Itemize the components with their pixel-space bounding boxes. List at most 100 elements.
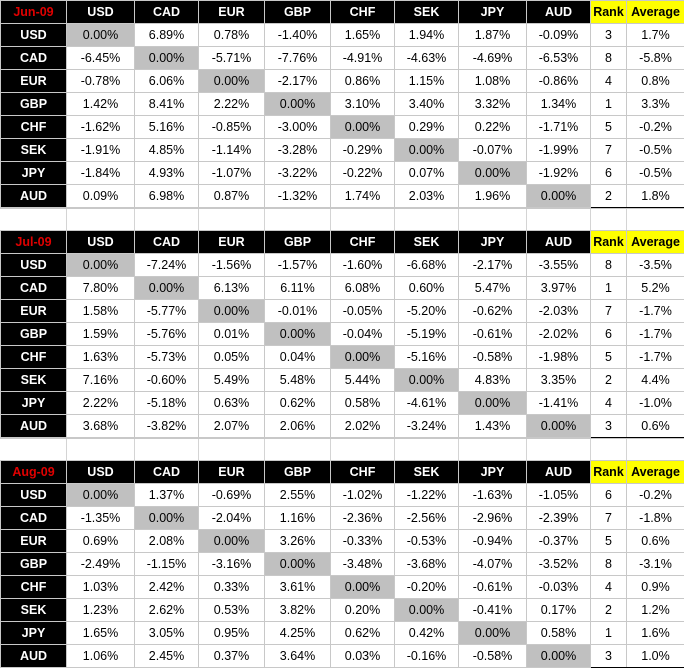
cell[interactable]: 5.47% xyxy=(458,276,527,300)
rank-cell[interactable]: 7 xyxy=(590,506,627,530)
cell[interactable]: 6.11% xyxy=(264,276,331,300)
cell[interactable]: 7.16% xyxy=(66,368,135,392)
cell[interactable]: 2.02% xyxy=(330,414,395,438)
cell[interactable]: 5.49% xyxy=(198,368,265,392)
cell[interactable]: 1.74% xyxy=(330,184,395,208)
average-cell[interactable]: 5.2% xyxy=(626,276,684,300)
cell[interactable]: -2.49% xyxy=(66,552,135,576)
cell[interactable]: 8.41% xyxy=(134,92,199,116)
average-cell[interactable]: 3.3% xyxy=(626,92,684,116)
cell[interactable]: -1.14% xyxy=(198,138,265,162)
average-cell[interactable]: 1.0% xyxy=(626,644,684,668)
rank-cell[interactable]: 8 xyxy=(590,253,627,277)
cell[interactable]: -6.45% xyxy=(66,46,135,70)
cell[interactable]: 0.00% xyxy=(66,23,135,47)
cell[interactable]: 0.37% xyxy=(198,644,265,668)
rank-cell[interactable]: 3 xyxy=(590,644,627,668)
cell[interactable]: 0.01% xyxy=(198,322,265,346)
cell[interactable]: 3.68% xyxy=(66,414,135,438)
cell[interactable]: -2.03% xyxy=(526,299,591,323)
cell[interactable]: 1.15% xyxy=(394,69,459,93)
cell[interactable]: 0.09% xyxy=(66,184,135,208)
cell[interactable]: -1.40% xyxy=(264,23,331,47)
cell[interactable]: 4.93% xyxy=(134,161,199,185)
rank-cell[interactable]: 4 xyxy=(590,69,627,93)
cell[interactable]: 3.61% xyxy=(264,575,331,599)
cell[interactable]: -1.62% xyxy=(66,115,135,139)
cell[interactable]: -1.98% xyxy=(526,345,591,369)
cell[interactable]: 3.10% xyxy=(330,92,395,116)
average-cell[interactable]: -0.2% xyxy=(626,115,684,139)
cell[interactable]: 0.00% xyxy=(198,299,265,323)
average-cell[interactable]: -0.5% xyxy=(626,161,684,185)
cell[interactable]: -6.53% xyxy=(526,46,591,70)
cell[interactable]: -0.41% xyxy=(458,598,527,622)
cell[interactable]: -5.76% xyxy=(134,322,199,346)
cell[interactable]: -2.04% xyxy=(198,506,265,530)
cell[interactable]: 0.04% xyxy=(264,345,331,369)
cell[interactable]: 0.00% xyxy=(458,391,527,415)
cell[interactable]: 3.35% xyxy=(526,368,591,392)
cell[interactable]: 1.16% xyxy=(264,506,331,530)
rank-cell[interactable]: 2 xyxy=(590,598,627,622)
cell[interactable]: 0.58% xyxy=(330,391,395,415)
rank-cell[interactable]: 6 xyxy=(590,161,627,185)
rank-cell[interactable]: 3 xyxy=(590,414,627,438)
cell[interactable]: 3.97% xyxy=(526,276,591,300)
cell[interactable]: -1.35% xyxy=(66,506,135,530)
cell[interactable]: -0.53% xyxy=(394,529,459,553)
cell[interactable]: 2.08% xyxy=(134,529,199,553)
cell[interactable]: -7.76% xyxy=(264,46,331,70)
cell[interactable]: 6.98% xyxy=(134,184,199,208)
cell[interactable]: -5.20% xyxy=(394,299,459,323)
cell[interactable]: 0.17% xyxy=(526,598,591,622)
cell[interactable]: -0.86% xyxy=(526,69,591,93)
cell[interactable]: 1.03% xyxy=(66,575,135,599)
cell[interactable]: 1.59% xyxy=(66,322,135,346)
cell[interactable]: 0.00% xyxy=(134,506,199,530)
cell[interactable]: -4.61% xyxy=(394,391,459,415)
cell[interactable]: 0.62% xyxy=(330,621,395,645)
cell[interactable]: 3.82% xyxy=(264,598,331,622)
cell[interactable]: 0.00% xyxy=(264,92,331,116)
cell[interactable]: -3.24% xyxy=(394,414,459,438)
cell[interactable]: 1.58% xyxy=(66,299,135,323)
cell[interactable]: 0.00% xyxy=(394,368,459,392)
cell[interactable]: 2.06% xyxy=(264,414,331,438)
cell[interactable]: -1.22% xyxy=(394,483,459,507)
cell[interactable]: 1.43% xyxy=(458,414,527,438)
average-cell[interactable]: -1.8% xyxy=(626,506,684,530)
cell[interactable]: 0.00% xyxy=(198,69,265,93)
cell[interactable]: 1.06% xyxy=(66,644,135,668)
cell[interactable]: 5.48% xyxy=(264,368,331,392)
cell[interactable]: -0.20% xyxy=(394,575,459,599)
cell[interactable]: -2.96% xyxy=(458,506,527,530)
cell[interactable]: 0.00% xyxy=(526,414,591,438)
cell[interactable]: 0.00% xyxy=(264,552,331,576)
cell[interactable]: -0.01% xyxy=(264,299,331,323)
cell[interactable]: 0.00% xyxy=(330,345,395,369)
average-cell[interactable]: -5.8% xyxy=(626,46,684,70)
cell[interactable]: 2.03% xyxy=(394,184,459,208)
cell[interactable]: -0.33% xyxy=(330,529,395,553)
cell[interactable]: 0.05% xyxy=(198,345,265,369)
cell[interactable]: -1.92% xyxy=(526,161,591,185)
cell[interactable]: -3.00% xyxy=(264,115,331,139)
average-cell[interactable]: 0.6% xyxy=(626,414,684,438)
cell[interactable]: 2.62% xyxy=(134,598,199,622)
cell[interactable]: 3.32% xyxy=(458,92,527,116)
average-cell[interactable]: 0.8% xyxy=(626,69,684,93)
cell[interactable]: 0.42% xyxy=(394,621,459,645)
cell[interactable]: 1.08% xyxy=(458,69,527,93)
rank-cell[interactable]: 1 xyxy=(590,92,627,116)
rank-cell[interactable]: 6 xyxy=(590,322,627,346)
cell[interactable]: -0.58% xyxy=(458,644,527,668)
cell[interactable]: 3.26% xyxy=(264,529,331,553)
cell[interactable]: 0.00% xyxy=(66,253,135,277)
cell[interactable]: 0.95% xyxy=(198,621,265,645)
cell[interactable]: -6.68% xyxy=(394,253,459,277)
cell[interactable]: -1.99% xyxy=(526,138,591,162)
cell[interactable]: -5.16% xyxy=(394,345,459,369)
rank-cell[interactable]: 5 xyxy=(590,529,627,553)
average-cell[interactable]: -3.1% xyxy=(626,552,684,576)
